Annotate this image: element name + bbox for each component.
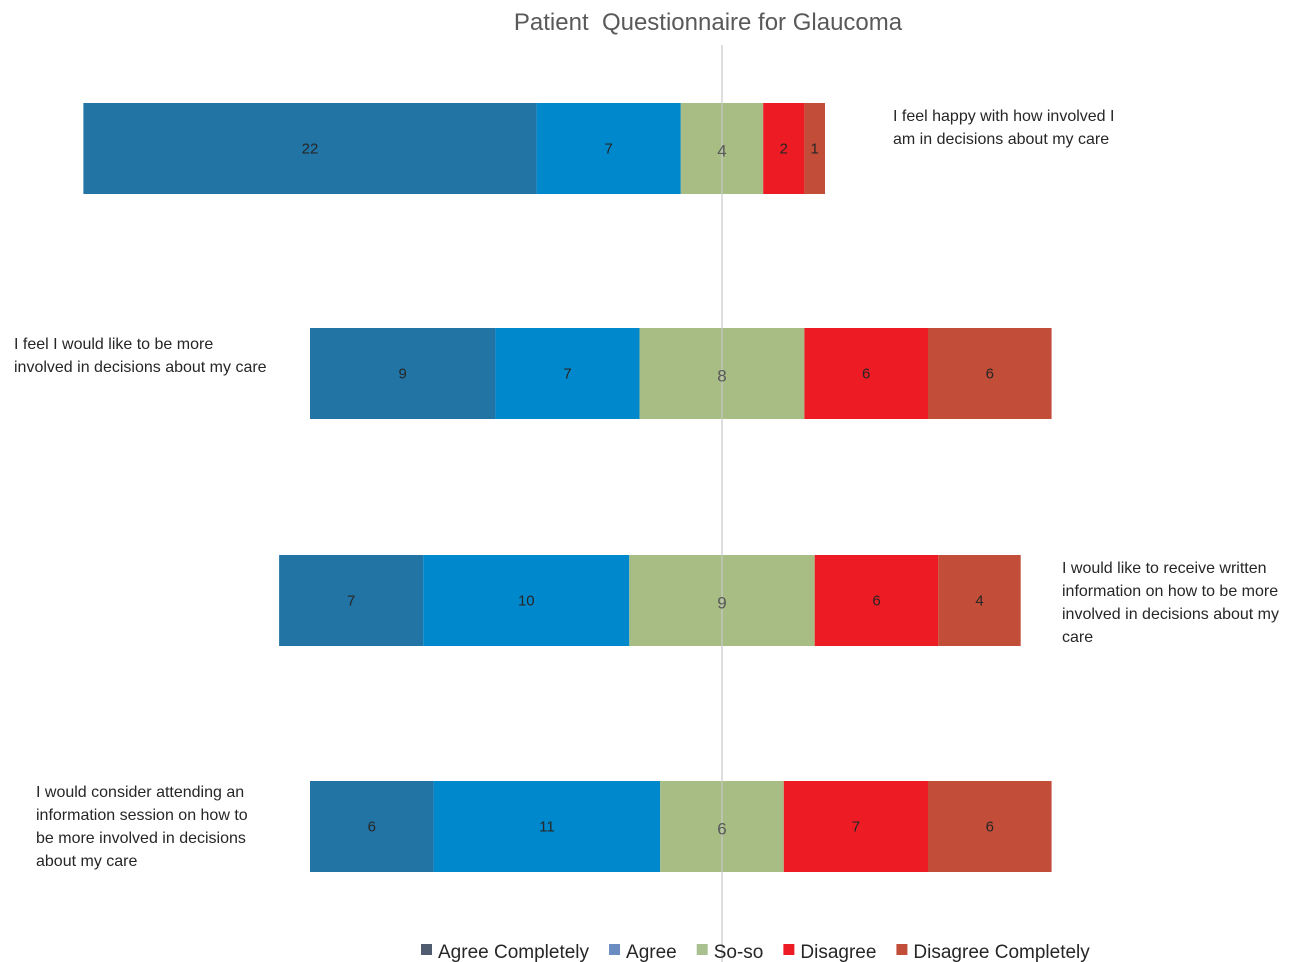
legend-swatch [609,944,621,955]
question-labels-group: I feel happy with how involved I am in de… [14,108,1279,870]
bar-segment [783,781,928,872]
question-label-line: care [1062,629,1093,646]
legend-label: Disagree Completely [913,942,1090,962]
bar-value-label: 6 [862,366,870,383]
bar-segment [814,555,939,646]
bar-value-label: 2 [780,141,788,158]
bar-segment [310,781,434,872]
legend-label: So-so [714,942,764,962]
legend-label: Disagree [800,942,876,962]
bar-segment [83,103,537,194]
bar-segment [804,328,928,419]
bar-value-label: 6 [368,819,376,836]
bar-segment [536,103,681,194]
bar-value-label: 8 [717,367,726,386]
question-label: I would like to receive written informati… [1062,560,1279,646]
bar-value-label: 7 [605,141,613,158]
question-label: I feel I would like to be more involved i… [14,336,267,376]
bar-value-label: 22 [302,141,319,158]
legend-label: Agree [626,942,677,962]
bar-segment [928,781,1052,872]
bar-value-label: 7 [563,366,571,383]
bar-segment [804,103,825,194]
bar-value-label: 4 [975,593,983,610]
legend-swatch [896,944,908,955]
bar-value-label: 7 [852,819,860,836]
question-label-line: I would consider attending an [36,784,244,801]
bar-value-label: 9 [717,594,726,613]
question-label-line: be more involved in decisions [36,830,246,847]
bar-segment [433,781,661,872]
bar-value-label: 6 [986,819,994,836]
bar-value-label: 6 [872,593,880,610]
legend-swatch [783,944,795,955]
segment-labels-group: 22 7 4 2 1 9 7 8 6 6 7 10 9 6 4 6 11 6 7 6 [302,141,994,839]
question-label: I would consider attending an information… [36,784,248,870]
legend-swatch [696,944,708,955]
question-label-line: involved in decisions about my [1062,606,1279,623]
bar-value-label: 11 [539,819,555,836]
question-label-line: about my care [36,853,137,870]
bar-value-label: 7 [347,593,355,610]
bar-value-label: 4 [717,142,726,161]
legend-swatch [421,944,432,955]
bar-value-label: 6 [986,366,994,383]
question-label-line: information session on how to [36,807,248,824]
legend-label: Agree Completely [438,942,590,962]
bar-segment [763,103,805,194]
legend: Agree Completely Agree So-so Disagree Disagr… [421,942,1090,962]
question-label-line: I feel I would like to be more [14,336,213,353]
bar-segment [423,555,630,646]
bars-group [83,103,1052,872]
question-label: I feel happy with how involved I am in de… [893,108,1114,148]
bar-segment [495,328,640,419]
bar-segment [938,555,1021,646]
chart-title: Patient Questionnaire for Glaucoma [514,9,903,36]
bar-value-label: 6 [717,820,726,839]
question-label-line: information on how to be more [1062,583,1278,600]
bar-segment [928,328,1052,419]
question-label-line: involved in decisions about my care [14,359,267,376]
question-label-line: am in decisions about my care [893,131,1109,148]
question-label-line: I feel happy with how involved I [893,108,1114,125]
bar-segment [310,328,496,419]
bar-value-label: 9 [399,366,407,383]
bar-segment [279,555,424,646]
bar-value-label: 10 [518,593,535,610]
question-label-line: I would like to receive written [1062,560,1267,577]
bar-value-label: 1 [811,141,819,158]
